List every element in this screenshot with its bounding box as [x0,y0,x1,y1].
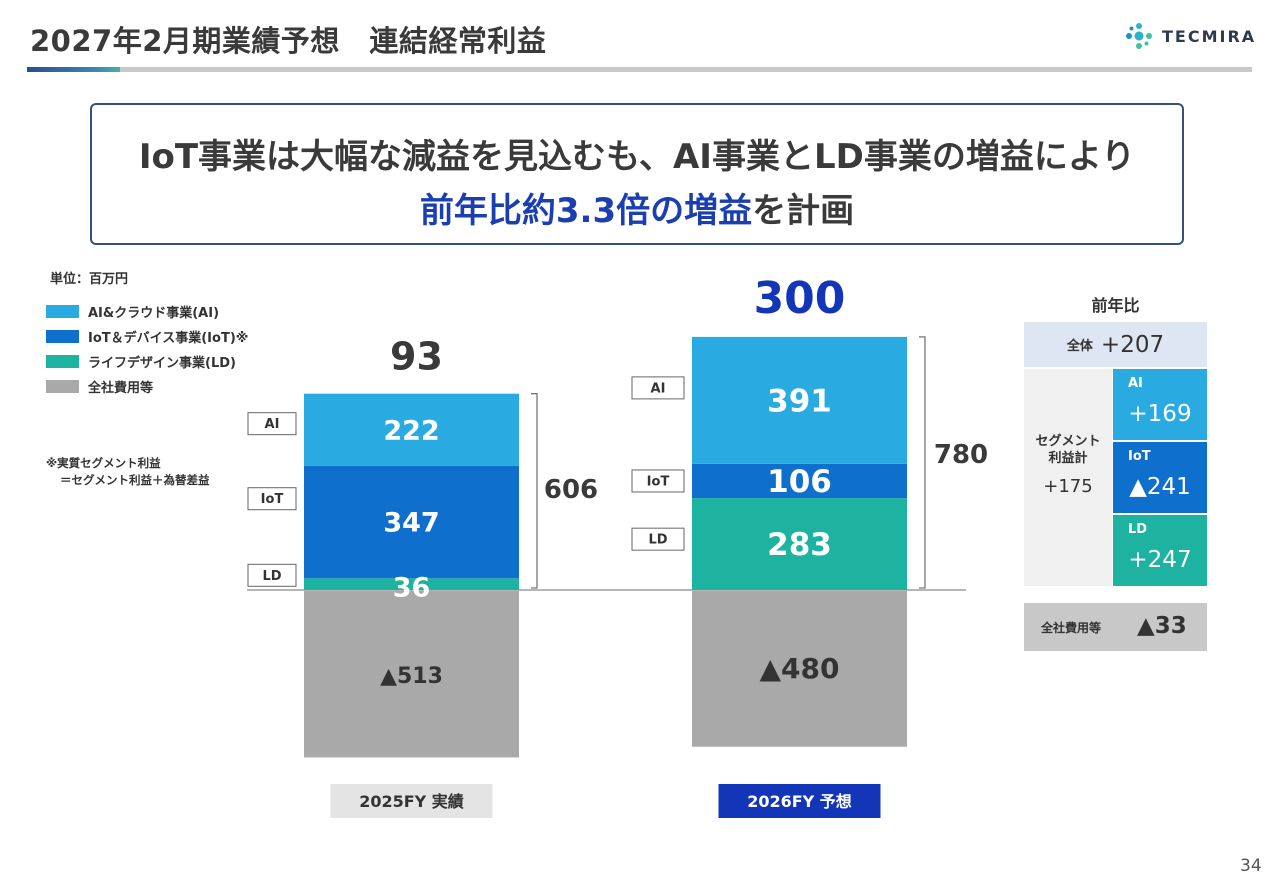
segment-tag-box [631,527,685,551]
segment-sum-label: 606 [544,475,598,505]
legend-label: ライフデザイン事業(LD) [88,355,236,371]
segment-tag-label: LD [262,569,281,584]
segment-tag-box [631,376,685,400]
yoy-cost-label: 全社費用等 [1041,621,1102,635]
segment-value-label: 283 [767,527,832,563]
segment-sum-bracket [919,336,926,589]
legend-item-ld: ライフデザイン事業(LD) [46,353,236,371]
yoy-cell-ld: LD +247 [1113,515,1207,586]
segment-tag-label: AI [265,417,280,432]
segment-sum-bracket [531,393,538,589]
yoy-segment-value: +175 [1043,476,1093,497]
yoy-cell-ai: AI +169 [1113,369,1207,440]
yoy-title: 前年比 [1091,296,1140,315]
yoy-cell-label: AI [1128,376,1143,391]
yoy-segment-label-2: 利益計 [1048,451,1088,466]
total-value-label: 93 [390,335,443,379]
bar-segment-ai [692,336,907,464]
bar-segment-ld [304,578,519,590]
legend-item-iot: IoT＆デバイス事業(IoT)※ [46,328,249,346]
company-logo: TECMIRA [1124,20,1256,52]
headline-line-2: 前年比約3.3倍の増益を計画 [92,183,1182,232]
yoy-cost-value: ▲33 [1137,613,1187,639]
legend-label: IoT＆デバイス事業(IoT)※ [88,330,249,346]
header-rule-accent [27,67,120,72]
legend-item-ai: AI&クラウド事業(AI) [46,303,220,321]
legend-label: AI&クラウド事業(AI) [88,305,220,321]
yoy-cell-value: +247 [1128,547,1192,573]
header-rule [27,67,1252,72]
total-value-label: 300 [754,273,846,324]
segment-value-label: 347 [383,508,439,539]
logo-mark-icon [1126,23,1152,49]
cost-value-label: ▲513 [380,664,443,689]
legend-swatch-ai [46,304,79,318]
headline-line-1: IoT事業は大幅な減益を見込むも、AI事業とLD事業の増益により [138,137,1136,177]
headline-highlight: 前年比約3.3倍の増益 [419,191,753,231]
segment-value-label: 222 [383,415,439,446]
yoy-cost-row: 全社費用等 ▲33 [1024,603,1207,651]
bar-segment-iot [304,465,519,579]
yoy-segment-total: セグメント 利益計 +175 [1024,369,1112,586]
bar-segment-iot [692,463,907,499]
bar-segment-cost [692,591,907,747]
cost-value-label: ▲480 [760,652,840,685]
segment-tag-label: IoT [261,492,284,507]
segment-value-label: 106 [767,464,832,500]
yoy-cell-value: +169 [1128,401,1192,427]
page-number: 34 [1240,856,1262,876]
yoy-cell-iot: IoT ▲241 [1113,442,1207,513]
yoy-total-label: 全体 [1066,339,1093,354]
legend-swatch-iot [46,329,79,343]
category-label-box [718,784,881,818]
logo-text: TECMIRA [1162,26,1257,46]
category-label: 2026FY 予想 [747,792,852,811]
segment-tag-box [631,469,685,493]
segment-value-label: 391 [767,383,832,419]
footnote-line-1: ※実質セグメント利益 [46,456,161,470]
segment-tag-box [247,563,297,587]
segment-tag-label: IoT [647,474,670,489]
legend-label: 全社費用等 [88,380,154,396]
page-title: 2027年2月期業績予想 連結経常利益 [30,24,547,58]
segment-tag-label: AI [651,381,666,396]
yoy-total-value: +207 [1100,331,1165,358]
yoy-total-row: 全体 +207 [1024,322,1207,367]
footnote-line-2: ＝セグメント利益＋為替差益 [60,473,210,487]
legend-item-cost: 全社費用等 [46,378,154,396]
segment-value-label: 36 [393,572,431,603]
segment-sum-label: 780 [934,440,988,470]
yoy-segment-label-1: セグメント [1035,434,1101,449]
bar-segment-cost [304,591,519,758]
headline-line-2-rest: を計画 [752,191,855,231]
category-label-box [330,784,493,818]
segment-tag-label: LD [648,533,667,548]
yoy-cell-value: ▲241 [1129,474,1191,500]
bar-segment-ld [692,498,907,590]
segment-tag-box [247,487,297,511]
legend-swatch-ld [46,354,79,368]
footnote: ※実質セグメント利益 ＝セグメント利益＋為替差益 [46,455,210,489]
yoy-segment-label: セグメント 利益計 [1024,433,1112,467]
unit-label: 単位：百万円 [50,272,129,287]
bar-segment-ai [304,393,519,466]
legend-swatch-cost [46,379,79,393]
category-label: 2025FY 実績 [359,792,464,811]
yoy-cell-label: IoT [1128,449,1151,464]
segment-tag-box [247,412,297,436]
yoy-cell-label: LD [1128,522,1148,537]
headline-box: IoT事業は大幅な減益を見込むも、AI事業とLD事業の増益により 前年比約3.3… [90,103,1184,245]
